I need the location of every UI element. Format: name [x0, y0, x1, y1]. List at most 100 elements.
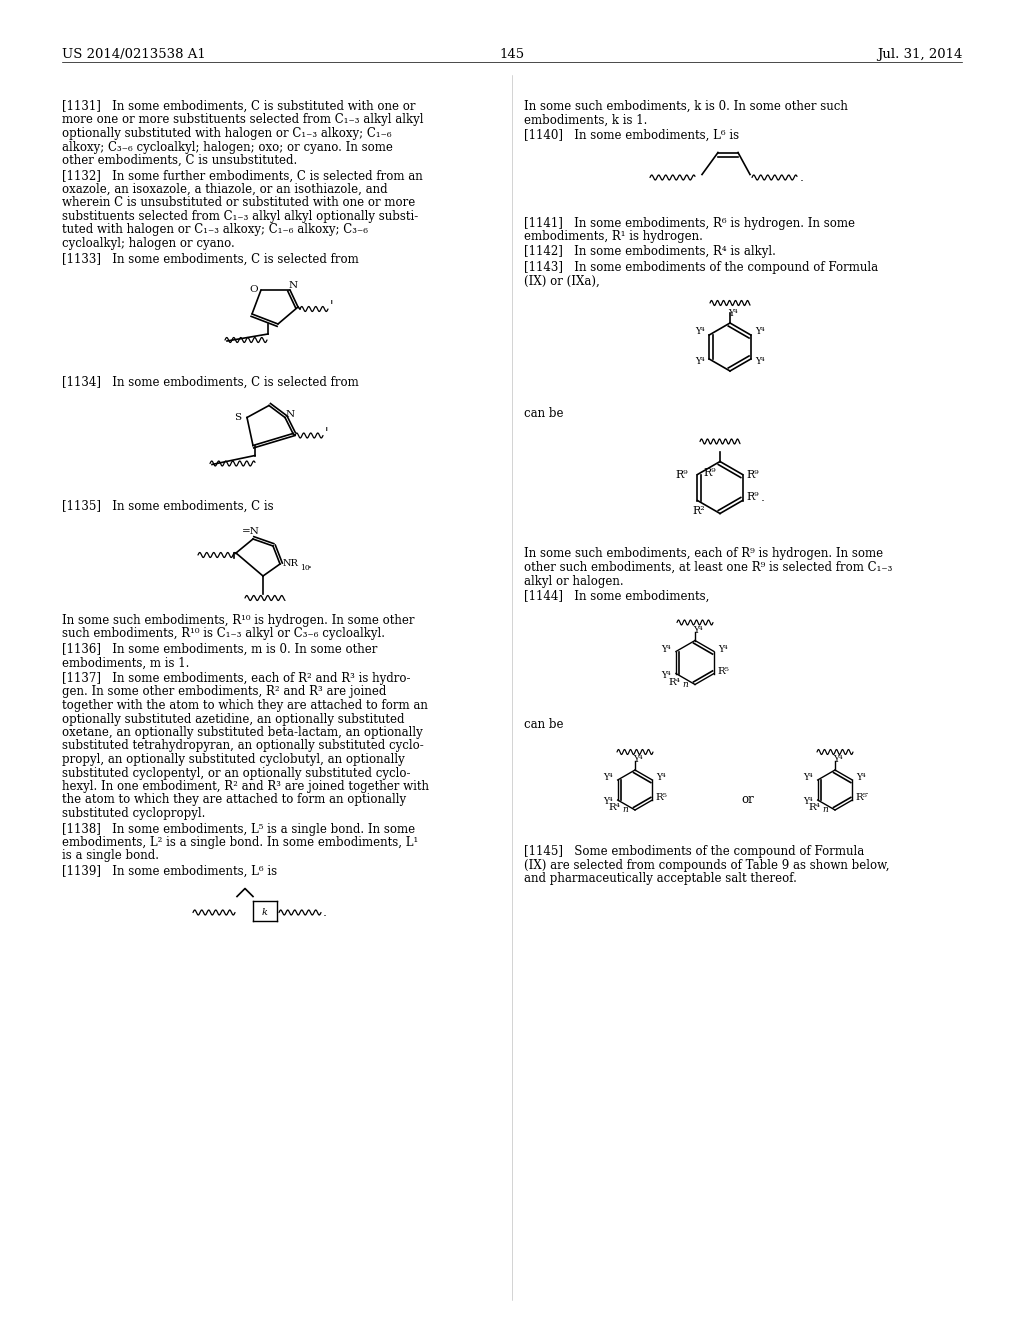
Text: R²: R²	[692, 506, 705, 516]
Text: Y⁴: Y⁴	[755, 327, 764, 337]
Text: [1133]   In some embodiments, C is selected from: [1133] In some embodiments, C is selecte…	[62, 252, 358, 265]
Text: [1132]   In some further embodiments, C is selected from an: [1132] In some further embodiments, C is…	[62, 169, 423, 182]
Text: NR: NR	[283, 560, 299, 569]
Text: ': '	[325, 426, 329, 440]
Text: oxetane, an optionally substituted beta-lactam, an optionally: oxetane, an optionally substituted beta-…	[62, 726, 423, 739]
Text: alkoxy; C₃₋₆ cycloalkyl; halogen; oxo; or cyano. In some: alkoxy; C₃₋₆ cycloalkyl; halogen; oxo; o…	[62, 140, 393, 153]
Text: such embodiments, R¹⁰ is C₁₋₃ alkyl or C₃₋₆ cycloalkyl.: such embodiments, R¹⁰ is C₁₋₃ alkyl or C…	[62, 627, 385, 640]
Text: .: .	[761, 491, 765, 504]
Text: Y⁴: Y⁴	[603, 774, 612, 783]
Text: S: S	[234, 413, 242, 422]
Text: [1139]   In some embodiments, L⁶ is: [1139] In some embodiments, L⁶ is	[62, 865, 278, 878]
Text: (IX) are selected from compounds of Table 9 as shown below,: (IX) are selected from compounds of Tabl…	[524, 858, 890, 871]
Text: cycloalkyl; halogen or cyano.: cycloalkyl; halogen or cyano.	[62, 238, 234, 249]
Text: or: or	[741, 793, 755, 807]
Text: [1137]   In some embodiments, each of R² and R³ is hydro-: [1137] In some embodiments, each of R² a…	[62, 672, 411, 685]
Text: Y⁴: Y⁴	[660, 645, 671, 653]
Text: [1143]   In some embodiments of the compound of Formula: [1143] In some embodiments of the compou…	[524, 261, 879, 275]
Text: [1135]   In some embodiments, C is: [1135] In some embodiments, C is	[62, 499, 273, 512]
Text: n: n	[623, 805, 628, 814]
Text: [1144]   In some embodiments,: [1144] In some embodiments,	[524, 590, 710, 603]
Text: propyl, an optionally substituted cyclobutyl, an optionally: propyl, an optionally substituted cyclob…	[62, 752, 404, 766]
Text: 145: 145	[500, 48, 524, 61]
Text: R⁵: R⁵	[655, 793, 668, 803]
Text: [1131]   In some embodiments, C is substituted with one or: [1131] In some embodiments, C is substit…	[62, 100, 416, 114]
Text: substituents selected from C₁₋₃ alkyl alkyl optionally substi-: substituents selected from C₁₋₃ alkyl al…	[62, 210, 418, 223]
Text: Y⁴: Y⁴	[803, 797, 812, 807]
Text: .: .	[308, 557, 312, 570]
Text: (IX) or (IXa),: (IX) or (IXa),	[524, 275, 600, 288]
Text: wherein C is unsubstituted or substituted with one or more: wherein C is unsubstituted or substitute…	[62, 197, 416, 210]
Text: Y⁴: Y⁴	[833, 755, 843, 764]
Text: oxazole, an isoxazole, a thiazole, or an isothiazole, and: oxazole, an isoxazole, a thiazole, or an…	[62, 183, 388, 195]
Text: [1134]   In some embodiments, C is selected from: [1134] In some embodiments, C is selecte…	[62, 376, 358, 389]
Text: In some such embodiments, k is 0. In some other such: In some such embodiments, k is 0. In som…	[524, 100, 848, 114]
Text: R⁴: R⁴	[608, 804, 620, 813]
Text: R⁹: R⁹	[746, 492, 759, 503]
Text: embodiments, m is 1.: embodiments, m is 1.	[62, 656, 189, 669]
Text: can be: can be	[524, 407, 563, 420]
Text: =N: =N	[242, 527, 260, 536]
Text: more one or more substituents selected from C₁₋₃ alkyl alkyl: more one or more substituents selected f…	[62, 114, 424, 127]
Text: N: N	[289, 281, 298, 290]
Text: R⁵: R⁵	[855, 793, 867, 803]
Text: embodiments, k is 1.: embodiments, k is 1.	[524, 114, 647, 127]
Text: .: .	[865, 784, 869, 796]
Text: Y⁴: Y⁴	[718, 645, 728, 653]
Text: substituted tetrahydropyran, an optionally substituted cyclo-: substituted tetrahydropyran, an optional…	[62, 739, 424, 752]
Text: Y⁴: Y⁴	[633, 755, 643, 764]
Text: together with the atom to which they are attached to form an: together with the atom to which they are…	[62, 700, 428, 711]
Text: Y⁴: Y⁴	[728, 309, 737, 318]
Text: [1145]   Some embodiments of the compound of Formula: [1145] Some embodiments of the compound …	[524, 845, 864, 858]
Text: alkyl or halogen.: alkyl or halogen.	[524, 574, 624, 587]
Text: optionally substituted azetidine, an optionally substituted: optionally substituted azetidine, an opt…	[62, 713, 404, 726]
Text: Y⁴: Y⁴	[856, 774, 866, 783]
Text: n: n	[682, 680, 688, 689]
Text: k: k	[262, 908, 268, 917]
Text: Y⁴: Y⁴	[695, 327, 705, 337]
Text: embodiments, L² is a single bond. In some embodiments, L¹: embodiments, L² is a single bond. In som…	[62, 836, 418, 849]
Text: R⁵: R⁵	[717, 667, 729, 676]
Text: R⁹: R⁹	[746, 470, 759, 479]
Text: [1141]   In some embodiments, R⁶ is hydrogen. In some: [1141] In some embodiments, R⁶ is hydrog…	[524, 216, 855, 230]
Text: tuted with halogen or C₁₋₃ alkoxy; C₁₋₆ alkoxy; C₃₋₆: tuted with halogen or C₁₋₃ alkoxy; C₁₋₆ …	[62, 223, 368, 236]
Text: Y⁴: Y⁴	[656, 774, 666, 783]
Text: can be: can be	[524, 718, 563, 730]
Text: the atom to which they are attached to form an optionally: the atom to which they are attached to f…	[62, 793, 407, 807]
Text: and pharmaceutically acceptable salt thereof.: and pharmaceutically acceptable salt the…	[524, 873, 797, 884]
Text: [1142]   In some embodiments, R⁴ is alkyl.: [1142] In some embodiments, R⁴ is alkyl.	[524, 246, 776, 259]
Text: Y⁴: Y⁴	[755, 356, 764, 366]
Text: hexyl. In one embodiment, R² and R³ are joined together with: hexyl. In one embodiment, R² and R³ are …	[62, 780, 429, 793]
Text: R⁴: R⁴	[668, 678, 680, 686]
Text: Y⁴: Y⁴	[695, 356, 705, 366]
Text: R⁹: R⁹	[703, 469, 717, 479]
Text: optionally substituted with halogen or C₁₋₃ alkoxy; C₁₋₆: optionally substituted with halogen or C…	[62, 127, 391, 140]
Text: [1140]   In some embodiments, L⁶ is: [1140] In some embodiments, L⁶ is	[524, 129, 739, 143]
Text: [1136]   In some embodiments, m is 0. In some other: [1136] In some embodiments, m is 0. In s…	[62, 643, 378, 656]
Text: R⁴: R⁴	[808, 804, 820, 813]
Text: ': '	[330, 301, 334, 314]
Text: Y⁴: Y⁴	[603, 797, 612, 807]
Text: other such embodiments, at least one R⁹ is selected from C₁₋₃: other such embodiments, at least one R⁹ …	[524, 561, 892, 574]
Text: Y⁴: Y⁴	[803, 774, 812, 783]
Text: .: .	[323, 906, 327, 919]
Text: Jul. 31, 2014: Jul. 31, 2014	[877, 48, 962, 61]
Text: O: O	[250, 285, 258, 294]
Text: In some such embodiments, R¹⁰ is hydrogen. In some other: In some such embodiments, R¹⁰ is hydroge…	[62, 614, 415, 627]
Text: substituted cyclopentyl, or an optionally substituted cyclo-: substituted cyclopentyl, or an optionall…	[62, 767, 411, 780]
Text: R⁹: R⁹	[676, 470, 688, 479]
Text: n: n	[822, 805, 827, 814]
Text: N: N	[286, 411, 295, 418]
Text: is a single bond.: is a single bond.	[62, 850, 159, 862]
Text: In some such embodiments, each of R⁹ is hydrogen. In some: In some such embodiments, each of R⁹ is …	[524, 548, 883, 561]
Text: .: .	[800, 172, 804, 183]
Text: Y⁴: Y⁴	[660, 671, 671, 680]
Text: substituted cyclopropyl.: substituted cyclopropyl.	[62, 807, 206, 820]
Text: embodiments, R¹ is hydrogen.: embodiments, R¹ is hydrogen.	[524, 230, 702, 243]
Text: Y⁴: Y⁴	[693, 626, 702, 635]
Text: 10: 10	[300, 564, 309, 572]
Text: other embodiments, C is unsubstituted.: other embodiments, C is unsubstituted.	[62, 154, 297, 168]
Text: US 2014/0213538 A1: US 2014/0213538 A1	[62, 48, 206, 61]
Text: [1138]   In some embodiments, L⁵ is a single bond. In some: [1138] In some embodiments, L⁵ is a sing…	[62, 822, 415, 836]
Text: gen. In some other embodiments, R² and R³ are joined: gen. In some other embodiments, R² and R…	[62, 685, 386, 698]
